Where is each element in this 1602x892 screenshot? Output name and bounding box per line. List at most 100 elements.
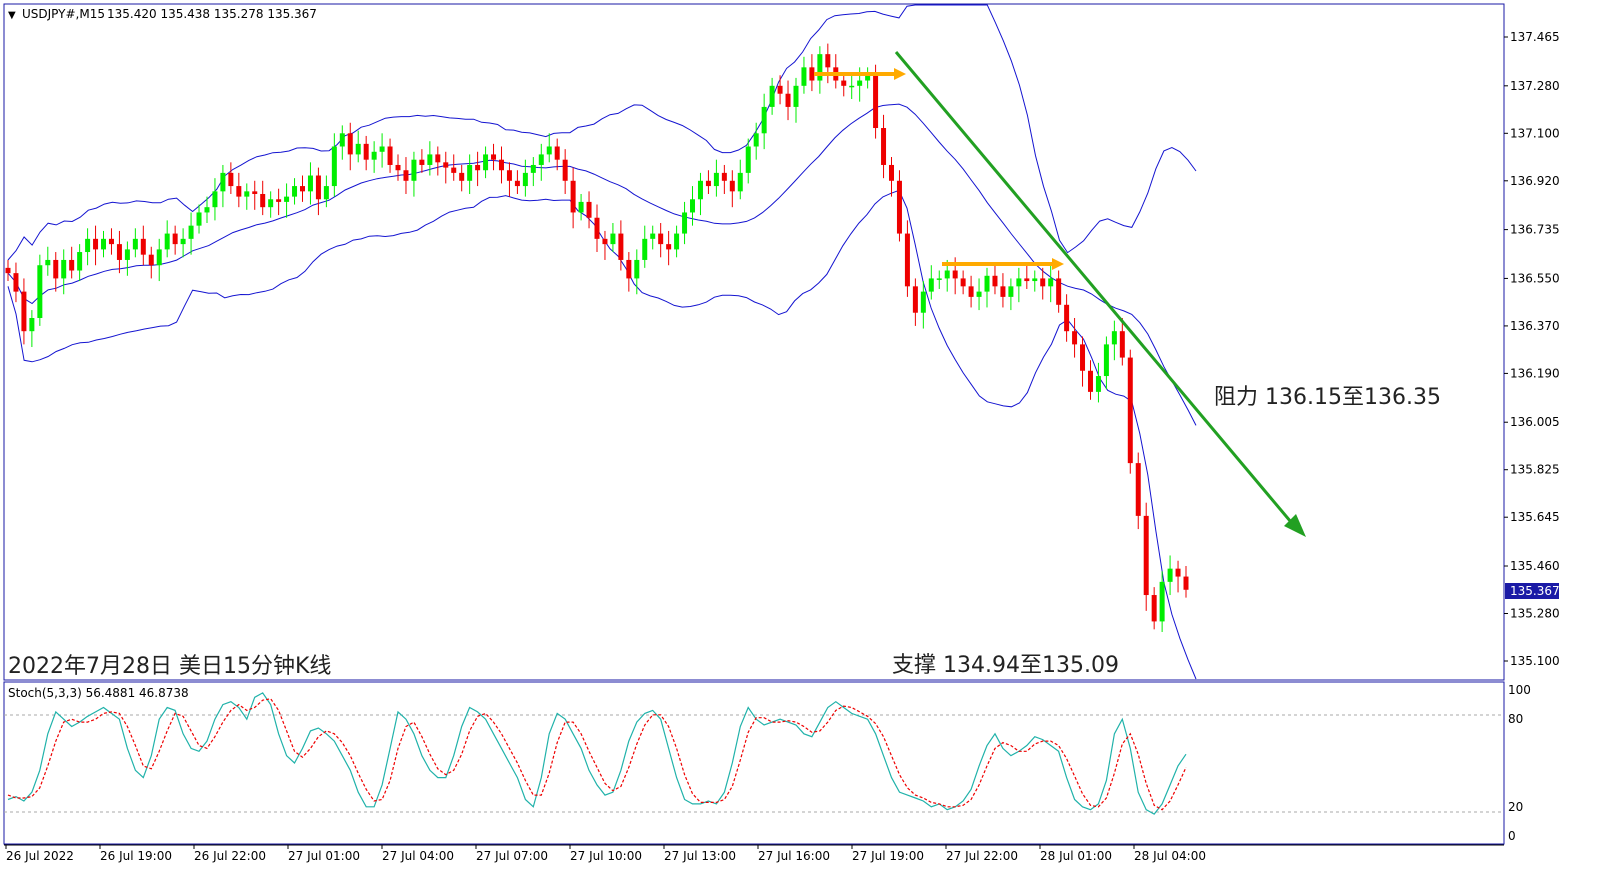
candle-body (236, 186, 242, 197)
price-tick-label: 135.460 (1510, 559, 1560, 573)
candle-body (546, 146, 552, 155)
symbol-label: USDJPY#,M15 (22, 7, 105, 21)
support-label: 支撑 134.94至135.09 (892, 653, 1119, 678)
candle-body (1159, 581, 1165, 622)
price-tick-label: 137.100 (1510, 126, 1560, 140)
candle-body (690, 199, 696, 213)
candle-body (156, 249, 162, 266)
candle-body (427, 154, 433, 165)
candle-body (419, 159, 425, 165)
candle-body (841, 80, 847, 86)
candle-body (801, 67, 807, 86)
candle-body (1080, 344, 1086, 371)
bollinger-bands (7, 4, 1197, 680)
candle-body (1064, 304, 1070, 332)
candle-body (1111, 331, 1117, 345)
candle-body (1072, 331, 1078, 345)
stochastic-pane[interactable]: Stoch(5,3,3) 56.4881 46.8738 (3, 681, 1505, 845)
candle-body (451, 167, 457, 173)
candle-body (1119, 331, 1125, 358)
candle-body (562, 159, 568, 181)
candle-body (904, 233, 910, 287)
candle-body (108, 238, 114, 245)
candle-body (610, 233, 616, 245)
candle-body (363, 143, 369, 160)
candle-body (1135, 463, 1141, 516)
candle-body (753, 133, 759, 147)
candle-body (116, 244, 122, 260)
time-tick-label: 27 Jul 13:00 (664, 849, 736, 863)
stoch-main-line (7, 692, 1187, 815)
chart-header: ▼ USDJPY#,M15 135.420 135.438 135.278 13… (8, 7, 317, 21)
candle-body (323, 186, 329, 200)
current-price-label: 135.367 (1510, 584, 1560, 598)
candle-body (952, 270, 958, 279)
candle-body (276, 199, 282, 202)
price-tick-label: 135.825 (1510, 463, 1560, 477)
candle-body (697, 180, 703, 200)
candle-body (881, 128, 887, 165)
candle-body (244, 191, 250, 197)
candle-body (204, 207, 210, 213)
candle-body (347, 133, 353, 155)
header-marker[interactable]: ▼ (8, 10, 16, 21)
candle-body (101, 238, 107, 250)
candle-body (761, 106, 767, 134)
time-tick-label: 27 Jul 22:00 (946, 849, 1018, 863)
time-axis: 26 Jul 2022 26 Jul 19:00 26 Jul 22:00 27 Ju… (4, 844, 1504, 863)
candle-body (21, 291, 27, 332)
candle-body (355, 143, 361, 155)
time-tick-label: 26 Jul 19:00 (100, 849, 172, 863)
candle-body (785, 93, 791, 107)
bollinger-upper (7, 4, 1197, 261)
chart-date-title: 2022年7月28日 美日15分钟K线 (8, 654, 331, 679)
candle-body (387, 146, 393, 165)
candle-body (912, 286, 918, 313)
candle-body (554, 146, 560, 160)
candle-body (1040, 278, 1046, 287)
price-axis: 137.465 137.280 137.100 136.920 136.735 136.5… (1504, 30, 1560, 668)
price-tick-label: 136.370 (1510, 319, 1560, 333)
candle-body (140, 238, 146, 255)
price-pane[interactable]: ▼ USDJPY#,M15 135.420 135.438 135.278 13… (3, 3, 1505, 681)
candle-body (1143, 515, 1149, 596)
candle-body (793, 85, 799, 107)
price-tick-label: 136.920 (1510, 174, 1560, 188)
candle-body (1167, 568, 1173, 582)
candle-body (586, 201, 592, 218)
candle-body (93, 238, 99, 250)
candle-body (37, 265, 43, 318)
candle-body (873, 75, 879, 129)
price-tick-label: 137.280 (1510, 79, 1560, 93)
candle-body (849, 85, 855, 88)
candle-body (769, 85, 775, 107)
time-tick-label: 27 Jul 01:00 (288, 849, 360, 863)
bollinger-middle (7, 103, 1197, 426)
candle-body (1087, 370, 1093, 392)
candle-body (45, 259, 51, 266)
candle-body (889, 164, 894, 181)
candle-body (148, 254, 154, 266)
candle-body (658, 233, 664, 245)
candle-body (1056, 278, 1062, 305)
candle-body (737, 172, 743, 192)
candle-body (124, 249, 130, 260)
stoch-signal-line (7, 698, 1187, 811)
candle-body (491, 154, 497, 160)
candle-body (602, 238, 608, 245)
candle-body (188, 225, 194, 239)
candle-body (475, 164, 481, 171)
ohlc-values: 135.420 135.438 135.278 135.367 (107, 7, 317, 21)
candle-body (522, 172, 528, 187)
candle-body (944, 270, 950, 279)
candle-body (1127, 357, 1133, 464)
candle-body (435, 154, 441, 163)
candle-body (443, 162, 449, 168)
candle-body (371, 151, 377, 160)
candle-body (578, 201, 584, 213)
candle-body (514, 180, 520, 187)
candle-body (1183, 576, 1189, 590)
candle-body (745, 146, 751, 173)
